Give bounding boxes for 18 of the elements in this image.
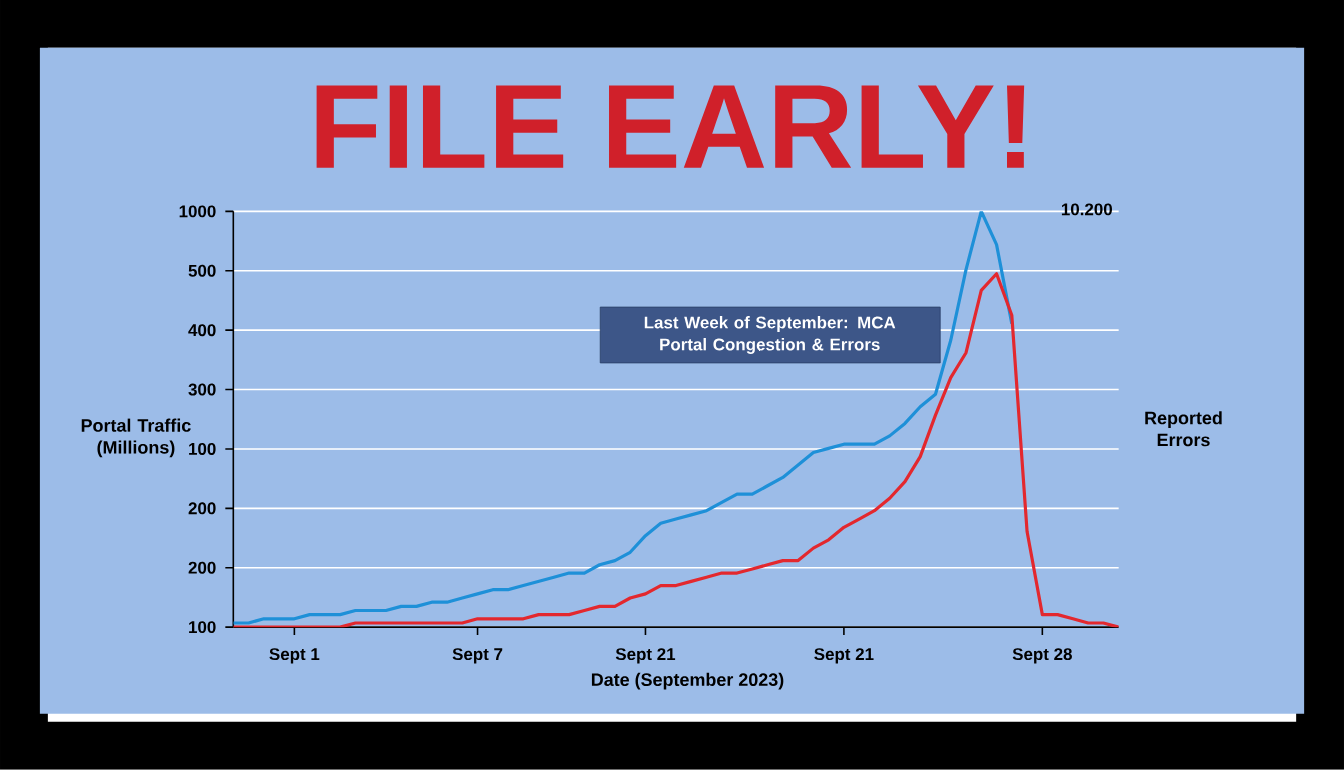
text: 500 <box>188 264 216 277</box>
text: 200 <box>188 561 216 574</box>
x-tick-label: Sept 7 <box>452 648 503 664</box>
text: 300 <box>188 383 216 396</box>
x-tick-label: Sept 21 <box>615 648 676 664</box>
x-axis-title: Date (September 2023) <box>591 672 784 690</box>
text: 200 <box>188 502 216 515</box>
text: 400 <box>188 324 216 337</box>
chart-title: FILE EARLY! <box>316 85 1025 168</box>
annotation: 10.200 <box>1061 203 1112 216</box>
text: 1000 <box>179 205 216 218</box>
text: 100 <box>189 443 216 456</box>
x-tick-label: Sept 1 <box>269 648 320 664</box>
annotation: Last Week of September: MCA Portal Congestion & Errors <box>644 316 896 355</box>
text: 100 <box>189 621 216 634</box>
y2-axis-title: Reported Errors <box>1145 411 1222 447</box>
x-tick-label: Sept 21 <box>814 648 874 664</box>
x-tick-label: Sept 28 <box>1012 648 1072 664</box>
